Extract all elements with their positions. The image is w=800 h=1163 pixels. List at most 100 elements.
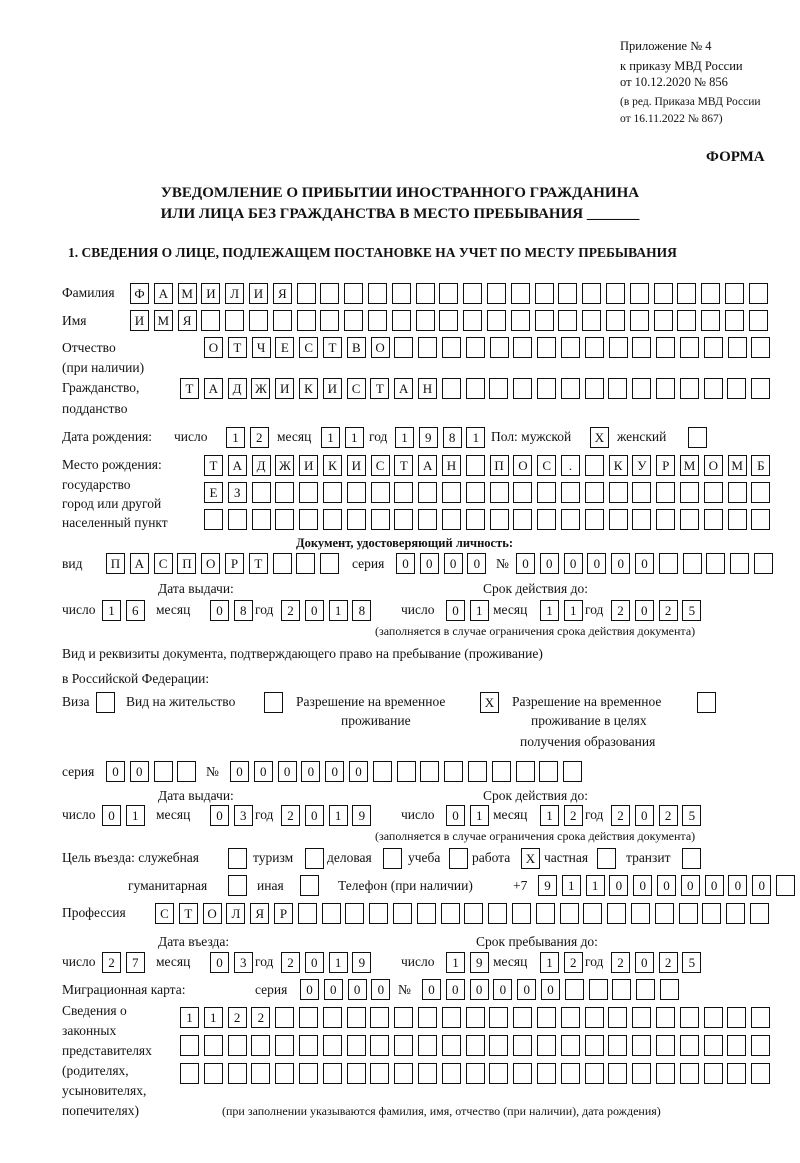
birthplace-2-char-box[interactable]	[608, 482, 628, 503]
reps-1-char-box[interactable]	[275, 1007, 295, 1028]
reps-1-char-box[interactable]	[346, 1007, 366, 1028]
birthplace-1-char-box[interactable]: И	[299, 455, 319, 476]
birth-year-char-box[interactable]: 9	[418, 427, 438, 448]
right-issue-year-char-box[interactable]: 2	[281, 805, 300, 826]
reps-3-char-box[interactable]	[251, 1063, 271, 1084]
mc-number-char-box[interactable]: 0	[445, 979, 465, 1000]
patronymic-char-box[interactable]: Т	[323, 337, 342, 358]
birthplace-3-char-box[interactable]	[680, 509, 699, 530]
stay-month-char-box[interactable]: 1	[540, 952, 559, 973]
reps-1-char-box[interactable]	[441, 1007, 461, 1028]
id-valid-year-char-box[interactable]: 5	[682, 600, 702, 621]
mc-number-char-box[interactable]: 0	[469, 979, 489, 1000]
reps-3-char-box[interactable]	[584, 1063, 604, 1084]
birthplace-1-char-box[interactable]: М	[727, 455, 747, 476]
reps-2-char-box[interactable]	[584, 1035, 604, 1056]
profession-char-box[interactable]: О	[202, 903, 222, 924]
surname-char-box[interactable]	[463, 283, 483, 304]
phone-char-box[interactable]: 0	[752, 875, 772, 896]
name-char-box[interactable]	[463, 310, 483, 331]
reps-1-char-box[interactable]	[465, 1007, 485, 1028]
birthplace-1-char-box[interactable]	[465, 455, 485, 476]
id-issue-day-char-box[interactable]: 1	[102, 600, 121, 621]
citizenship-char-box[interactable]	[679, 378, 699, 399]
entry-month-char-box[interactable]: 3	[233, 952, 253, 973]
birthplace-1-char-box[interactable]: Д	[251, 455, 271, 476]
id-series-char-box[interactable]: 0	[396, 553, 415, 574]
name-char-box[interactable]	[629, 310, 649, 331]
right-issue-year-char-box[interactable]: 0	[304, 805, 324, 826]
birthplace-1-char-box[interactable]: О	[513, 455, 533, 476]
birthplace-3-char-box[interactable]	[751, 509, 771, 530]
patronymic-char-box[interactable]	[608, 337, 628, 358]
reps-1-char-box[interactable]: 1	[203, 1007, 223, 1028]
birthplace-3-char-box[interactable]	[370, 509, 390, 530]
right-series-char-box[interactable]: 0	[129, 761, 149, 782]
reps-2-char-box[interactable]	[489, 1035, 509, 1056]
sex-male-checkbox[interactable]: X	[590, 427, 609, 448]
mc-series-char-box[interactable]: 0	[300, 979, 319, 1000]
birthplace-3-char-box[interactable]	[442, 509, 461, 530]
phone-char-box[interactable]: 0	[728, 875, 748, 896]
profession-char-box[interactable]	[416, 903, 436, 924]
reps-2-char-box[interactable]	[679, 1035, 699, 1056]
phone-char-box[interactable]: 9	[538, 875, 557, 896]
profession-char-box[interactable]	[464, 903, 484, 924]
birthplace-3-char-box[interactable]	[727, 509, 747, 530]
birthplace-3-char-box[interactable]	[513, 509, 533, 530]
birth-day-char-box[interactable]: 1	[226, 427, 245, 448]
birthplace-1-char-box[interactable]	[584, 455, 604, 476]
reps-3-char-box[interactable]	[703, 1063, 723, 1084]
birthplace-3-char-box[interactable]	[561, 509, 580, 530]
reps-1-char-box[interactable]	[489, 1007, 509, 1028]
citizenship-char-box[interactable]: И	[322, 378, 342, 399]
reps-1-char-box[interactable]	[632, 1007, 652, 1028]
right-residence-checkbox[interactable]	[264, 692, 283, 713]
id-valid-month-char-box[interactable]: 1	[540, 600, 559, 621]
right-number-char-box[interactable]: 0	[325, 761, 345, 782]
right-edu-checkbox[interactable]	[697, 692, 716, 713]
birthplace-2-char-box[interactable]	[275, 482, 295, 503]
surname-char-box[interactable]: И	[249, 283, 268, 304]
patronymic-char-box[interactable]	[751, 337, 771, 358]
birthplace-3-char-box[interactable]	[584, 509, 604, 530]
birthplace-1-char-box[interactable]: Н	[442, 455, 461, 476]
patronymic-char-box[interactable]	[680, 337, 699, 358]
id-issue-day-char-box[interactable]: 6	[125, 600, 145, 621]
birthplace-1-char-box[interactable]: К	[323, 455, 342, 476]
reps-2-char-box[interactable]	[346, 1035, 366, 1056]
name-char-box[interactable]	[653, 310, 673, 331]
birth-year-char-box[interactable]: 8	[442, 427, 462, 448]
surname-char-box[interactable]	[606, 283, 625, 304]
name-char-box[interactable]	[225, 310, 245, 331]
surname-char-box[interactable]: Ф	[130, 283, 149, 304]
birthplace-2-char-box[interactable]	[513, 482, 533, 503]
id-kind-char-box[interactable]: Р	[225, 553, 244, 574]
profession-char-box[interactable]	[512, 903, 531, 924]
id-kind-char-box[interactable]	[320, 553, 340, 574]
right-issue-year-char-box[interactable]: 9	[352, 805, 372, 826]
patronymic-char-box[interactable]: Е	[275, 337, 295, 358]
reps-2-char-box[interactable]	[275, 1035, 295, 1056]
right-issue-day-char-box[interactable]: 0	[102, 805, 121, 826]
surname-char-box[interactable]: А	[153, 283, 173, 304]
mc-series-char-box[interactable]: 0	[323, 979, 343, 1000]
right-valid-month-char-box[interactable]: 2	[563, 805, 583, 826]
purpose-study-checkbox[interactable]	[449, 848, 468, 869]
entry-day-char-box[interactable]: 2	[102, 952, 121, 973]
profession-char-box[interactable]	[559, 903, 579, 924]
birthplace-3-char-box[interactable]	[703, 509, 723, 530]
birthplace-3-char-box[interactable]	[346, 509, 366, 530]
phone-char-box[interactable]: 0	[704, 875, 724, 896]
id-kind-char-box[interactable]	[296, 553, 316, 574]
right-number-char-box[interactable]	[420, 761, 440, 782]
surname-char-box[interactable]: М	[177, 283, 197, 304]
id-number-char-box[interactable]: 0	[587, 553, 607, 574]
id-kind-char-box[interactable]: П	[106, 553, 125, 574]
profession-char-box[interactable]	[726, 903, 746, 924]
birthplace-1-char-box[interactable]: .	[561, 455, 580, 476]
mc-series-char-box[interactable]: 0	[347, 979, 367, 1000]
name-char-box[interactable]	[487, 310, 506, 331]
id-valid-day-char-box[interactable]: 1	[469, 600, 489, 621]
birthplace-2-char-box[interactable]	[465, 482, 485, 503]
